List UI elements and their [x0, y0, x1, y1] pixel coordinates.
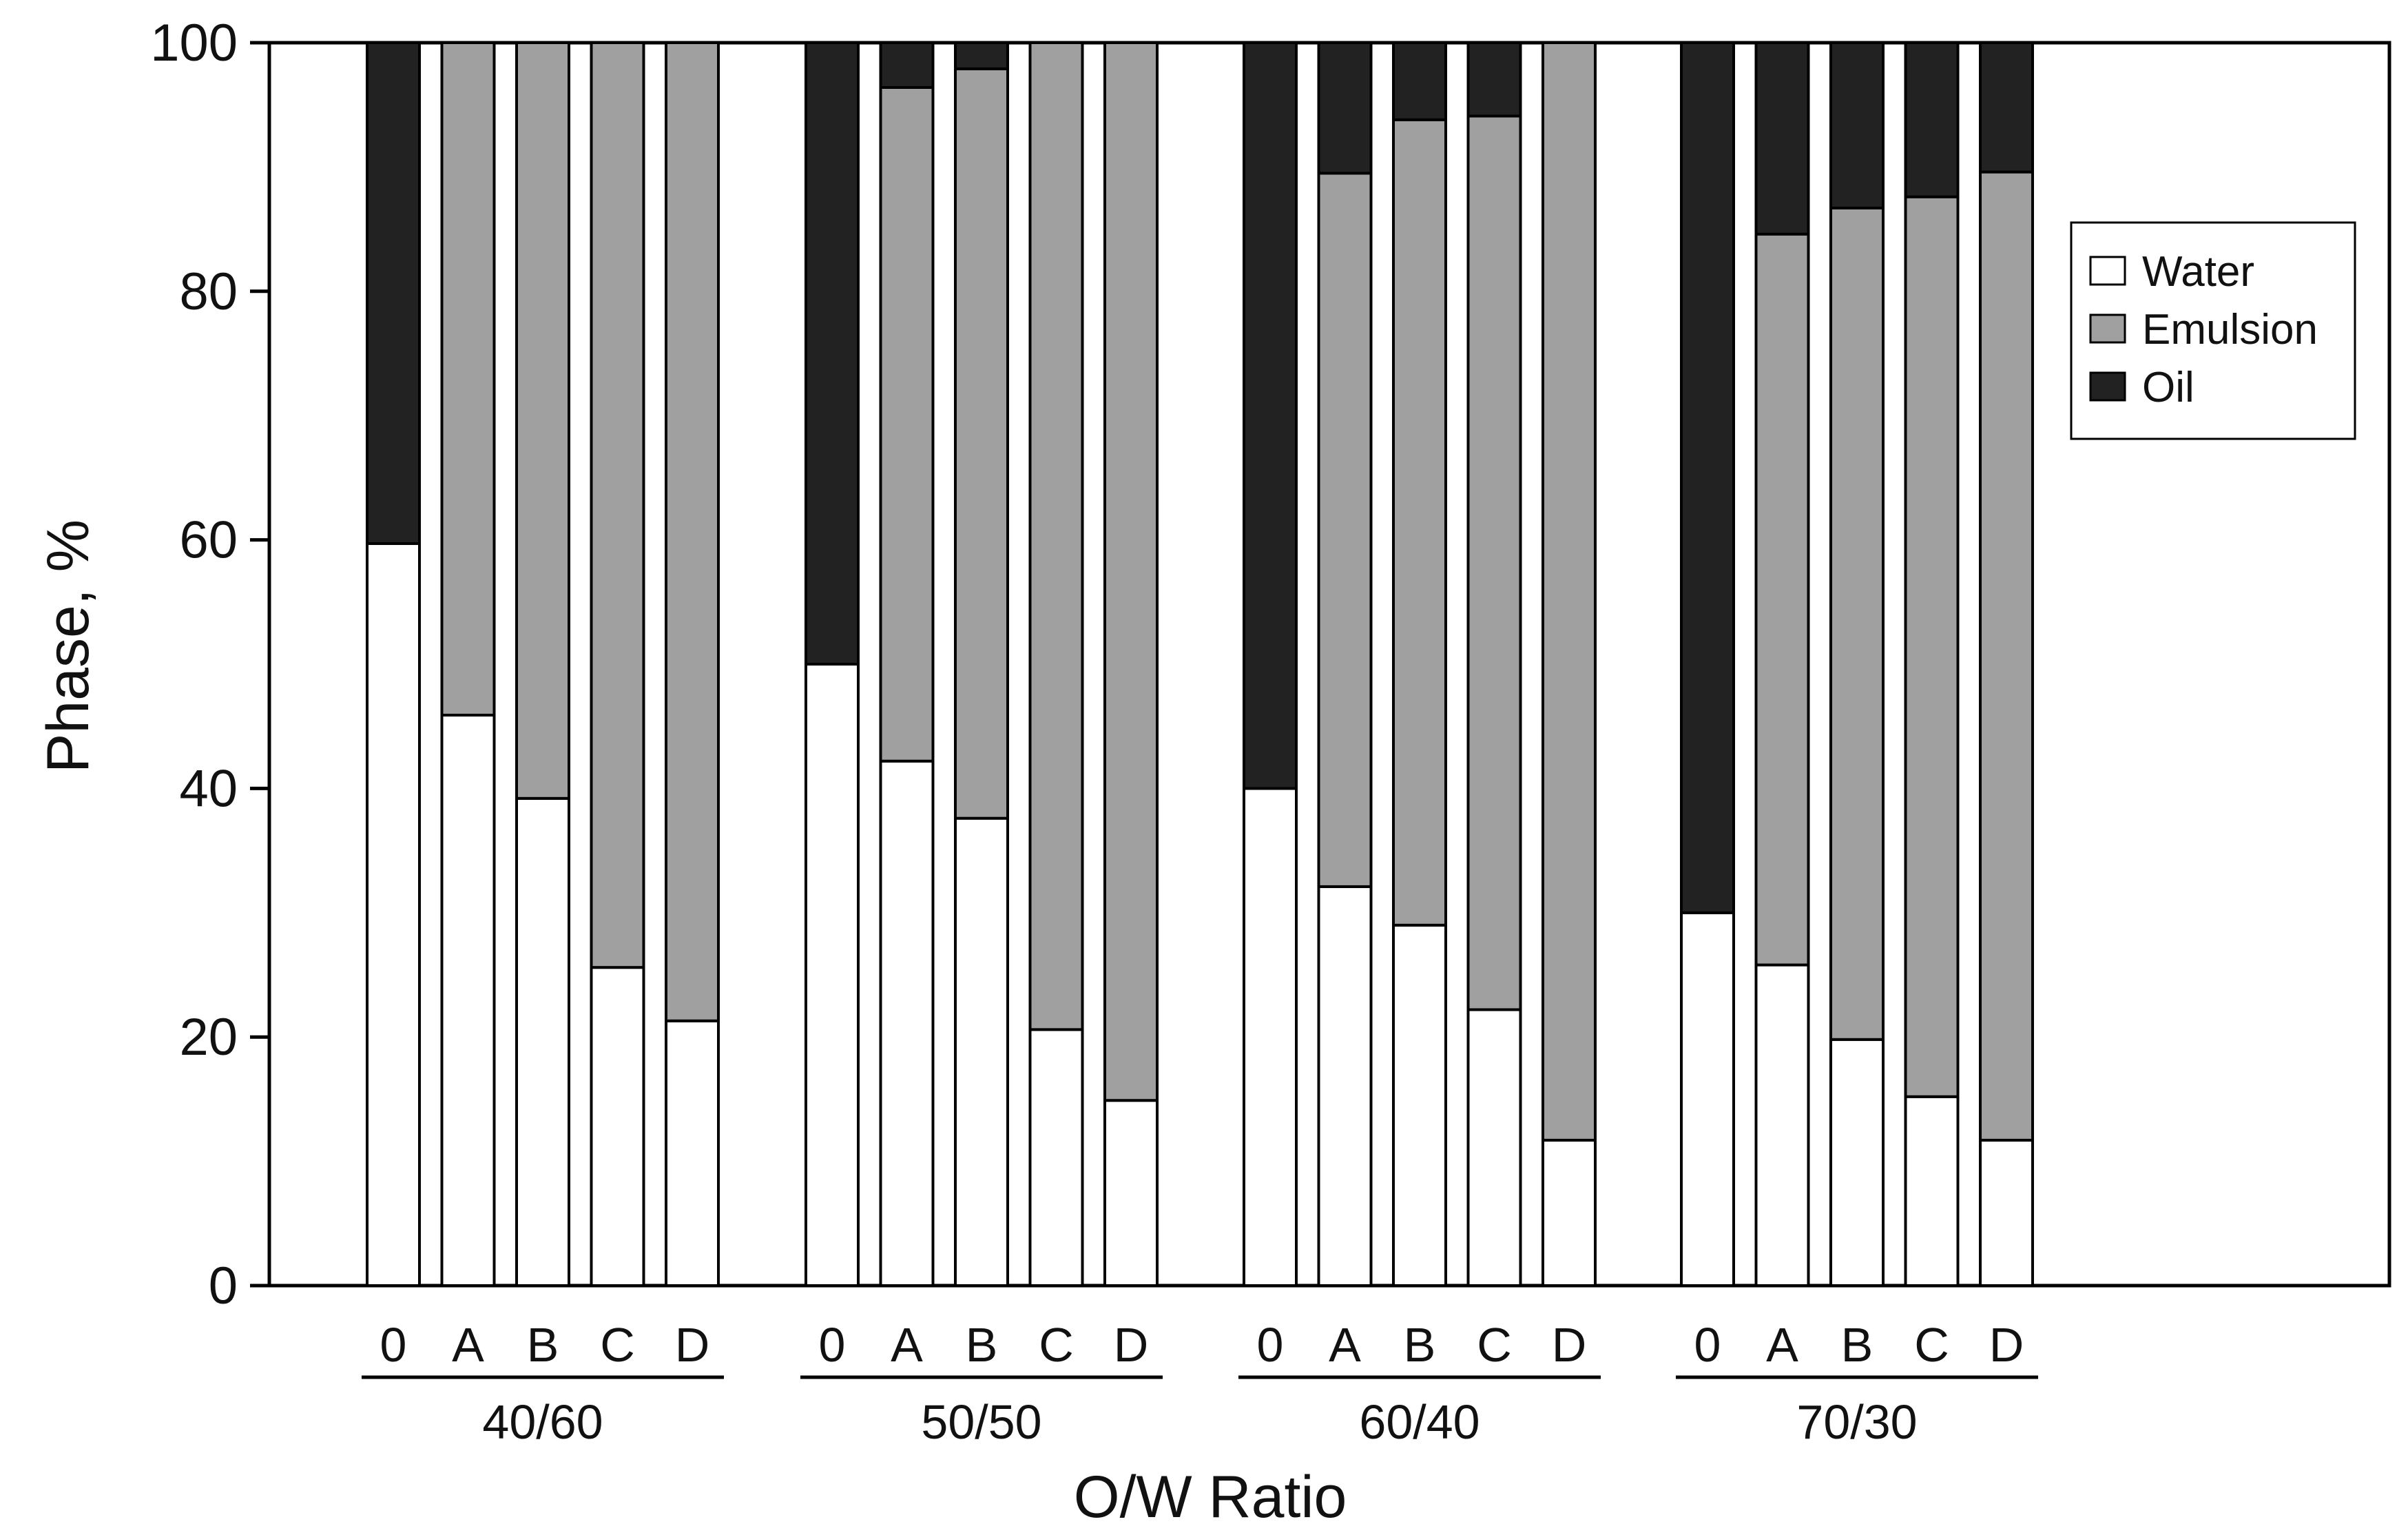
bar-segment-oil — [1829, 41, 1885, 209]
category-label: D — [675, 1318, 710, 1372]
bar-segment-oil — [1979, 41, 2034, 174]
category-label: A — [452, 1318, 484, 1372]
category-label: C — [600, 1318, 635, 1372]
category-label: 0 — [819, 1318, 846, 1372]
bar-segment-oil — [1466, 41, 1522, 118]
category-label: 0 — [380, 1318, 407, 1372]
legend: Water Emulsion Oil — [2070, 221, 2356, 440]
bar-segment-water — [590, 966, 645, 1288]
bar-segment-oil — [954, 41, 1009, 70]
bar-segment-emulsion — [954, 67, 1009, 820]
category-label: B — [527, 1318, 559, 1372]
category-label: B — [1841, 1318, 1874, 1372]
bar-segment-emulsion — [515, 41, 570, 800]
category-label: D — [1114, 1318, 1149, 1372]
bar-segment-water — [879, 759, 935, 1288]
bar-segment-emulsion — [1542, 41, 1597, 1142]
group-label: 50/50 — [921, 1395, 1041, 1449]
legend-label-emulsion: Emulsion — [2142, 306, 2318, 353]
bar-segment-water — [1680, 911, 1735, 1288]
bar-segment-emulsion — [1392, 118, 1447, 927]
bar-segment-water — [1754, 963, 1810, 1287]
bar-segment-oil — [1392, 41, 1447, 121]
bar-segment-water — [1979, 1138, 2034, 1287]
y-tick-label: 60 — [179, 511, 238, 570]
bar-segment-oil — [1243, 41, 1298, 790]
bar-segment-emulsion — [1979, 170, 2034, 1142]
y-tick-label: 80 — [179, 262, 238, 321]
y-tick-label: 20 — [179, 1008, 238, 1067]
legend-swatch-water — [2089, 256, 2126, 286]
y-axis-title: Phase, % — [35, 519, 101, 773]
legend-label-water: Water — [2142, 248, 2254, 296]
bar-segment-emulsion — [590, 41, 645, 969]
y-tick-label: 100 — [150, 14, 238, 72]
bar-segment-oil — [879, 41, 935, 89]
bar-segment-emulsion — [879, 85, 935, 763]
bar-segment-oil — [805, 41, 860, 666]
bar-segment-emulsion — [1754, 232, 1810, 967]
legend-swatch-emulsion — [2089, 313, 2126, 344]
bar-segment-water — [1103, 1099, 1159, 1287]
bar-segment-oil — [1317, 41, 1373, 175]
bar-segment-emulsion — [440, 41, 496, 717]
bar-segment-oil — [366, 41, 421, 546]
group-label: 70/30 — [1796, 1395, 1917, 1449]
bar-segment-emulsion — [1317, 172, 1373, 888]
bar-segment-water — [665, 1019, 720, 1288]
category-label: B — [966, 1318, 998, 1372]
bar-segment-water — [515, 796, 570, 1288]
bar-segment-water — [1243, 787, 1298, 1287]
x-axis: 0 A B C D40/600 A B C D50/500 A B C D60/400 A B C D70/30 — [362, 1318, 2038, 1449]
legend-label-oil: Oil — [2142, 364, 2194, 411]
bar-segment-emulsion — [1466, 114, 1522, 1011]
bar-segment-water — [1466, 1008, 1522, 1287]
category-label: A — [1766, 1318, 1798, 1372]
category-label: A — [891, 1318, 923, 1372]
category-label: A — [1329, 1318, 1361, 1372]
category-label: D — [1989, 1318, 2024, 1372]
x-axis-title: O/W Ratio — [1074, 1464, 1347, 1530]
bar-segment-water — [1028, 1028, 1084, 1287]
y-tick-label: 40 — [179, 759, 238, 818]
group-label: 40/60 — [482, 1395, 603, 1449]
category-label: B — [1404, 1318, 1436, 1372]
bar-segment-water — [366, 542, 421, 1288]
legend-swatch-oil — [2089, 371, 2126, 402]
bar-segment-water — [1904, 1095, 1960, 1287]
bar-segment-water — [1317, 885, 1373, 1287]
bar-segment-water — [1829, 1038, 1885, 1287]
bar-segment-water — [440, 713, 496, 1287]
bar-segment-emulsion — [665, 41, 720, 1022]
bar-segment-emulsion — [1829, 206, 1885, 1041]
y-axis: 0 20 40 60 80 100 — [150, 14, 269, 1315]
y-tick-label: 0 — [209, 1257, 238, 1315]
category-label: 0 — [1257, 1318, 1284, 1372]
bar-segment-water — [1392, 923, 1447, 1287]
bar-segment-oil — [1754, 41, 1810, 236]
bar-segment-water — [1542, 1138, 1597, 1287]
category-label: D — [1552, 1318, 1587, 1372]
group-label: 60/40 — [1359, 1395, 1480, 1449]
bar-segment-water — [805, 663, 860, 1287]
bar-segment-oil — [1904, 41, 1960, 198]
bar-segment-emulsion — [1103, 41, 1159, 1102]
category-label: 0 — [1694, 1318, 1721, 1372]
category-label: C — [1039, 1318, 1074, 1372]
category-label: C — [1914, 1318, 1949, 1372]
category-label: C — [1477, 1318, 1512, 1372]
bar-segment-emulsion — [1028, 41, 1084, 1031]
bar-segment-oil — [1680, 41, 1735, 914]
bars-layer — [366, 41, 2034, 1288]
bar-segment-water — [954, 816, 1009, 1288]
bar-segment-emulsion — [1904, 195, 1960, 1098]
